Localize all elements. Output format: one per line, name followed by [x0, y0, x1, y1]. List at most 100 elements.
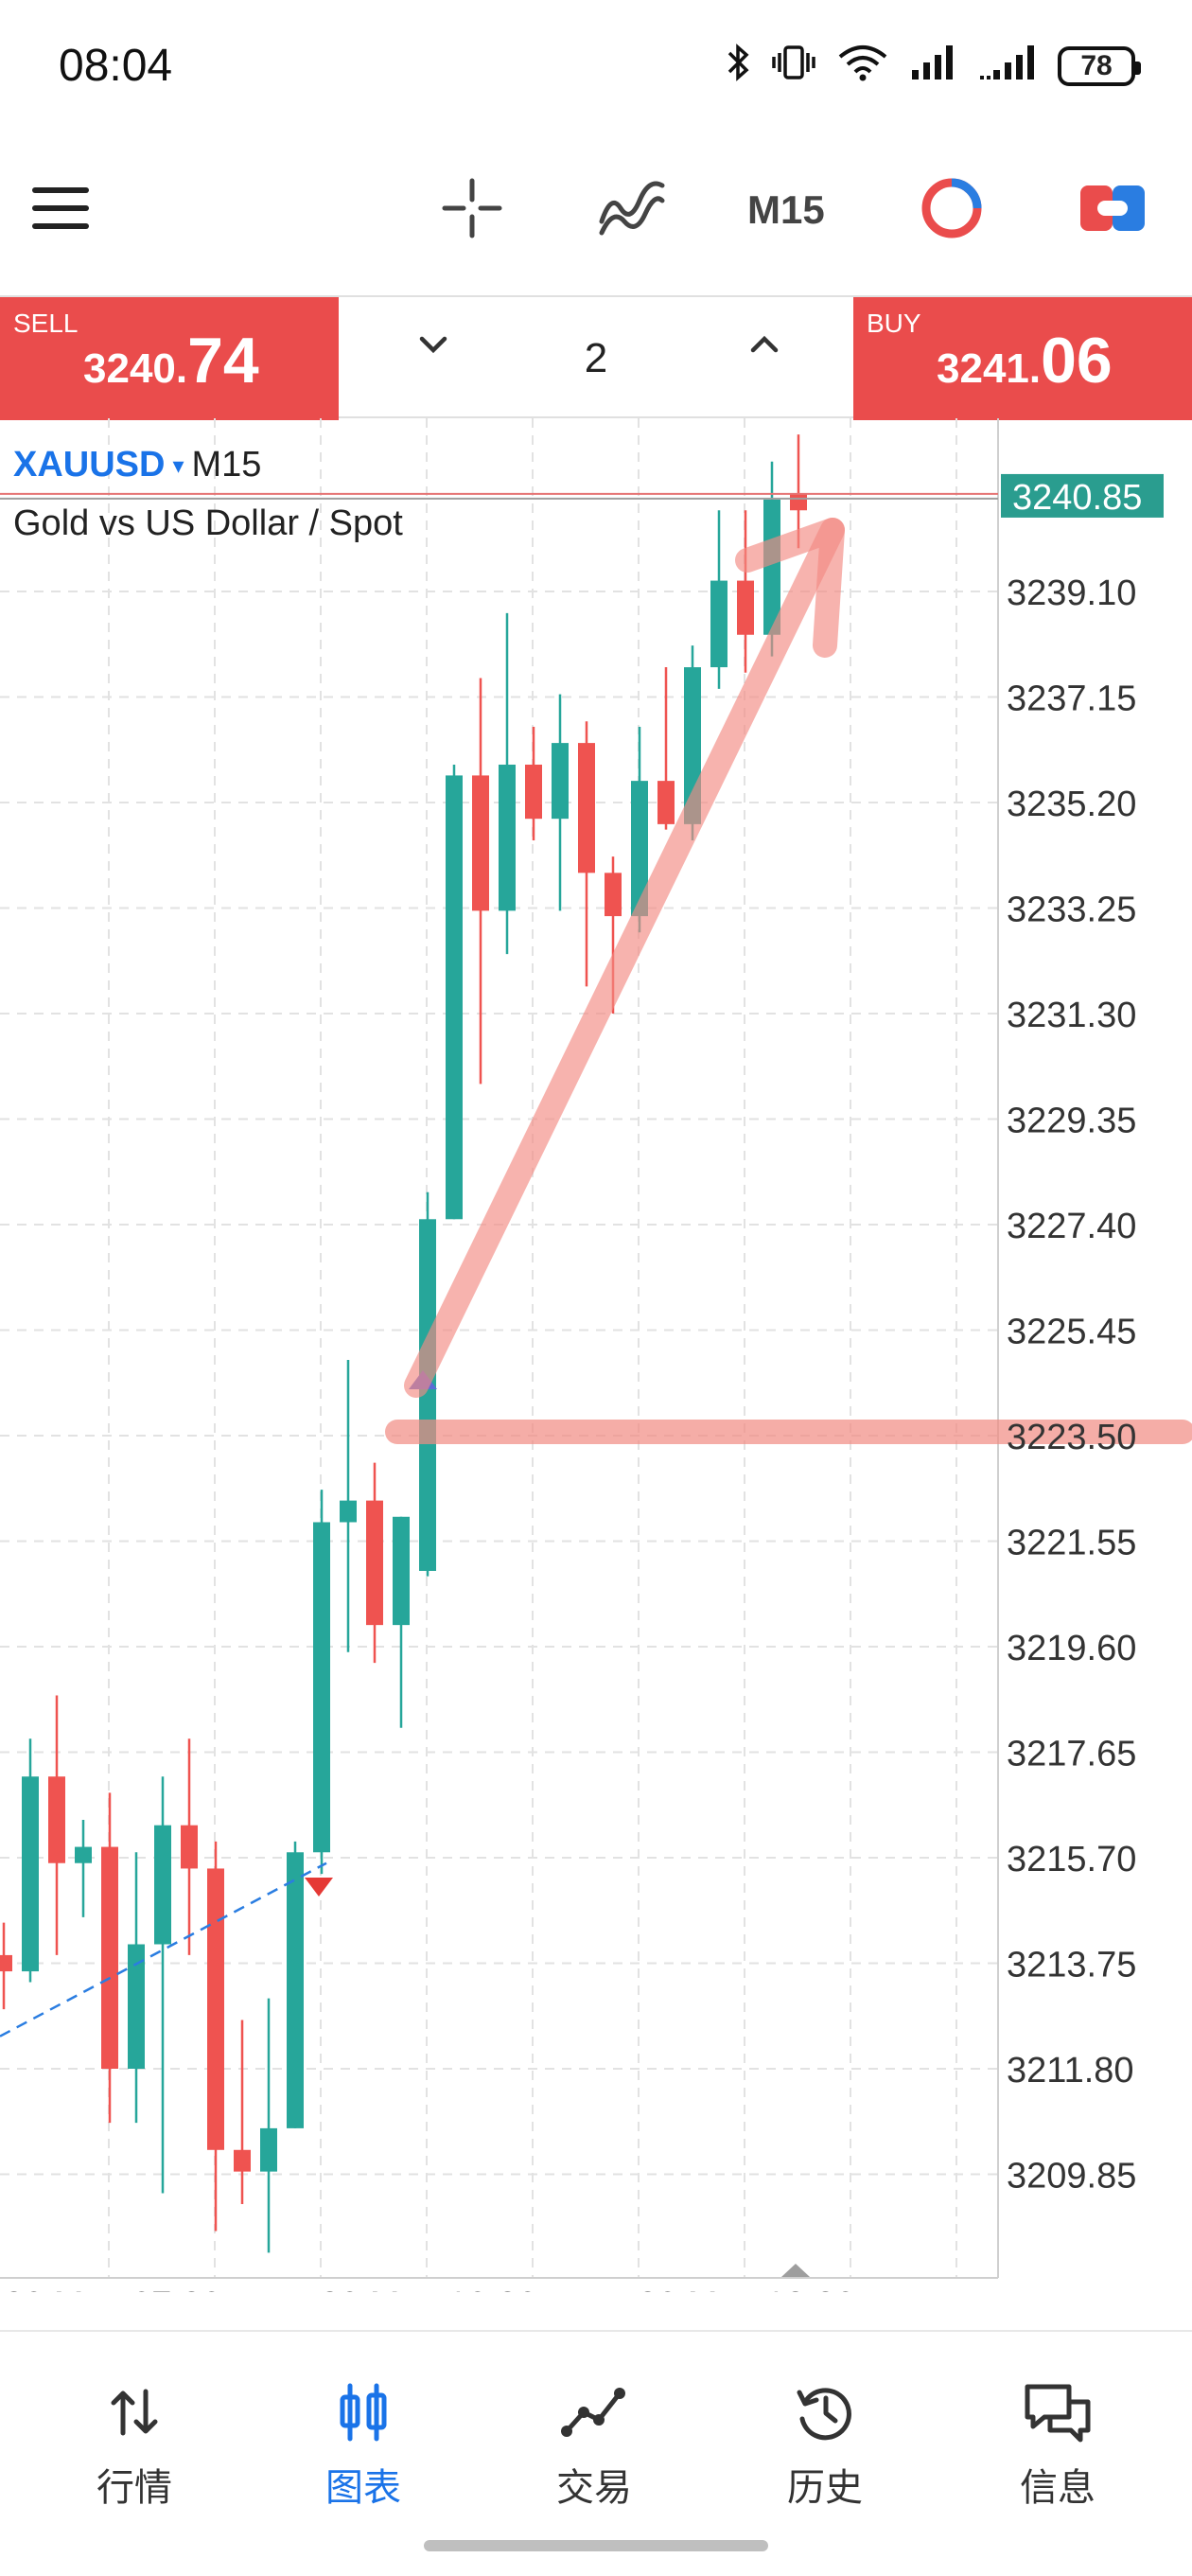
nav-trade[interactable]: 交易: [500, 2379, 689, 2512]
candle-body: [737, 580, 754, 635]
buy-button[interactable]: BUY 3241.06: [853, 297, 1192, 420]
current-price-tag: [1001, 473, 1164, 518]
bluetooth-icon: [727, 44, 751, 88]
buy-label: BUY: [867, 309, 921, 338]
symbol-dropdown-icon[interactable]: ▾: [172, 453, 184, 480]
nav-quotes-label: 行情: [96, 2467, 172, 2509]
price-tick-label: 3235.20: [1007, 785, 1136, 824]
candle-body: [366, 1500, 383, 1626]
candle-body: [419, 1219, 436, 1571]
candle-body: [657, 781, 675, 824]
trade-panel-icon[interactable]: [1075, 180, 1150, 237]
price-chart[interactable]: 3239.10 3237.15 3235.20 3233.25 3231.30 3229.…: [0, 418, 1192, 2292]
chart-icon: [269, 2379, 458, 2445]
trade-icon: [500, 2379, 689, 2445]
candle-body: [393, 1516, 410, 1626]
sell-marker-icon: [305, 1878, 333, 1897]
candle-body: [710, 580, 727, 668]
price-tick-label: 3233.25: [1007, 891, 1136, 930]
candle-body: [75, 1846, 92, 1863]
sell-label: SELL: [13, 309, 79, 338]
nav-history-label: 历史: [787, 2467, 863, 2509]
status-icons: 78: [727, 44, 1141, 88]
timeframe-button[interactable]: M15: [747, 187, 825, 232]
nav-messages-label: 信息: [1020, 2467, 1096, 2509]
candle-body: [0, 1954, 12, 1972]
candle-body: [552, 743, 569, 820]
candle-body: [154, 1825, 171, 1945]
price-tick-label: 3221.55: [1007, 1524, 1136, 1563]
nav-chart[interactable]: 图表: [269, 2379, 458, 2512]
current-price-label: 3240.85: [1012, 478, 1142, 518]
toolbar: M15: [0, 142, 1192, 274]
nav-messages[interactable]: 信息: [963, 2379, 1152, 2512]
candle-body: [22, 1776, 39, 1972]
lot-increase-button[interactable]: [745, 326, 783, 373]
status-bar: 08:04 78: [0, 0, 1192, 142]
buy-price: 3241.06: [937, 325, 1113, 397]
price-tick-label: 3239.10: [1007, 573, 1136, 613]
quotes-icon: [40, 2379, 229, 2445]
candle-body: [287, 1852, 304, 2128]
price-tick-label: 3223.50: [1007, 1418, 1136, 1457]
candle-body: [260, 2127, 277, 2172]
symbol-name[interactable]: XAUUSD: [13, 445, 166, 485]
chart-timeframe: M15: [191, 445, 262, 485]
price-tick-label: 3227.40: [1007, 1207, 1136, 1246]
crosshair-icon[interactable]: [439, 178, 505, 238]
price-tick-label: 3213.75: [1007, 1946, 1136, 1985]
messages-icon: [963, 2379, 1152, 2445]
price-tick-label: 3229.35: [1007, 1102, 1136, 1141]
price-tick-label: 3215.70: [1007, 1840, 1136, 1879]
lot-selector: 2: [339, 297, 853, 416]
time-tick-label: 20 May 07:30: [4, 2285, 221, 2292]
candle-body: [313, 1522, 330, 1853]
one-click-trade-panel: SELL 3240.74 2 BUY 3241.06: [0, 295, 1192, 420]
nav-chart-label: 图表: [325, 2467, 401, 2509]
candle-body: [101, 1846, 118, 2069]
status-time: 08:04: [59, 41, 173, 91]
wifi-icon: [836, 44, 889, 88]
indicators-icon[interactable]: [594, 180, 670, 237]
candle-body: [763, 499, 780, 635]
time-tick-label: 20 May 13:30: [638, 2285, 855, 2292]
history-icon: [730, 2379, 920, 2445]
price-tick-label: 3211.80: [1007, 2051, 1134, 2091]
arrow-annotation-head: [735, 518, 845, 658]
candle-body: [578, 743, 595, 873]
time-tick-label: 20 May 10:30: [320, 2285, 537, 2292]
one-click-trading-icon[interactable]: [916, 178, 988, 238]
sell-price: 3240.74: [83, 325, 259, 397]
price-tick-label: 3231.30: [1007, 996, 1136, 1035]
candle-body: [340, 1500, 357, 1523]
candle-body: [207, 1868, 224, 2150]
nav-quotes[interactable]: 行情: [40, 2379, 229, 2512]
chart-symbol[interactable]: XAUUSD ▾ M15: [13, 445, 261, 485]
vibrate-icon: [772, 44, 815, 88]
candle-body: [605, 873, 622, 917]
candle-body: [446, 775, 463, 1220]
price-tick-label: 3225.45: [1007, 1313, 1136, 1352]
lot-value[interactable]: 2: [584, 335, 608, 381]
price-tick-label: 3217.65: [1007, 1735, 1136, 1774]
nav-trade-label: 交易: [556, 2467, 632, 2509]
candle-body: [472, 775, 489, 911]
candle-body: [525, 764, 542, 820]
candle-body: [499, 764, 516, 911]
candle-body: [790, 494, 807, 511]
menu-icon[interactable]: [32, 187, 89, 229]
candle-body: [631, 781, 648, 917]
sell-button[interactable]: SELL 3240.74: [0, 297, 339, 420]
signal-icon: [910, 44, 957, 88]
arrow-annotation: [404, 518, 845, 1398]
trend-line: [0, 1861, 327, 2038]
bottom-navigation: 行情 图表 交易 历史 信息: [0, 2330, 1192, 2576]
candle-body: [128, 1944, 145, 2069]
candle-body: [48, 1776, 65, 1863]
home-indicator[interactable]: [424, 2540, 768, 2551]
chart-shift-marker-icon: [781, 2264, 810, 2277]
battery-indicator: 78: [1058, 45, 1141, 86]
nav-history[interactable]: 历史: [730, 2379, 920, 2512]
candle-body: [234, 2149, 251, 2172]
lot-decrease-button[interactable]: [414, 326, 452, 373]
